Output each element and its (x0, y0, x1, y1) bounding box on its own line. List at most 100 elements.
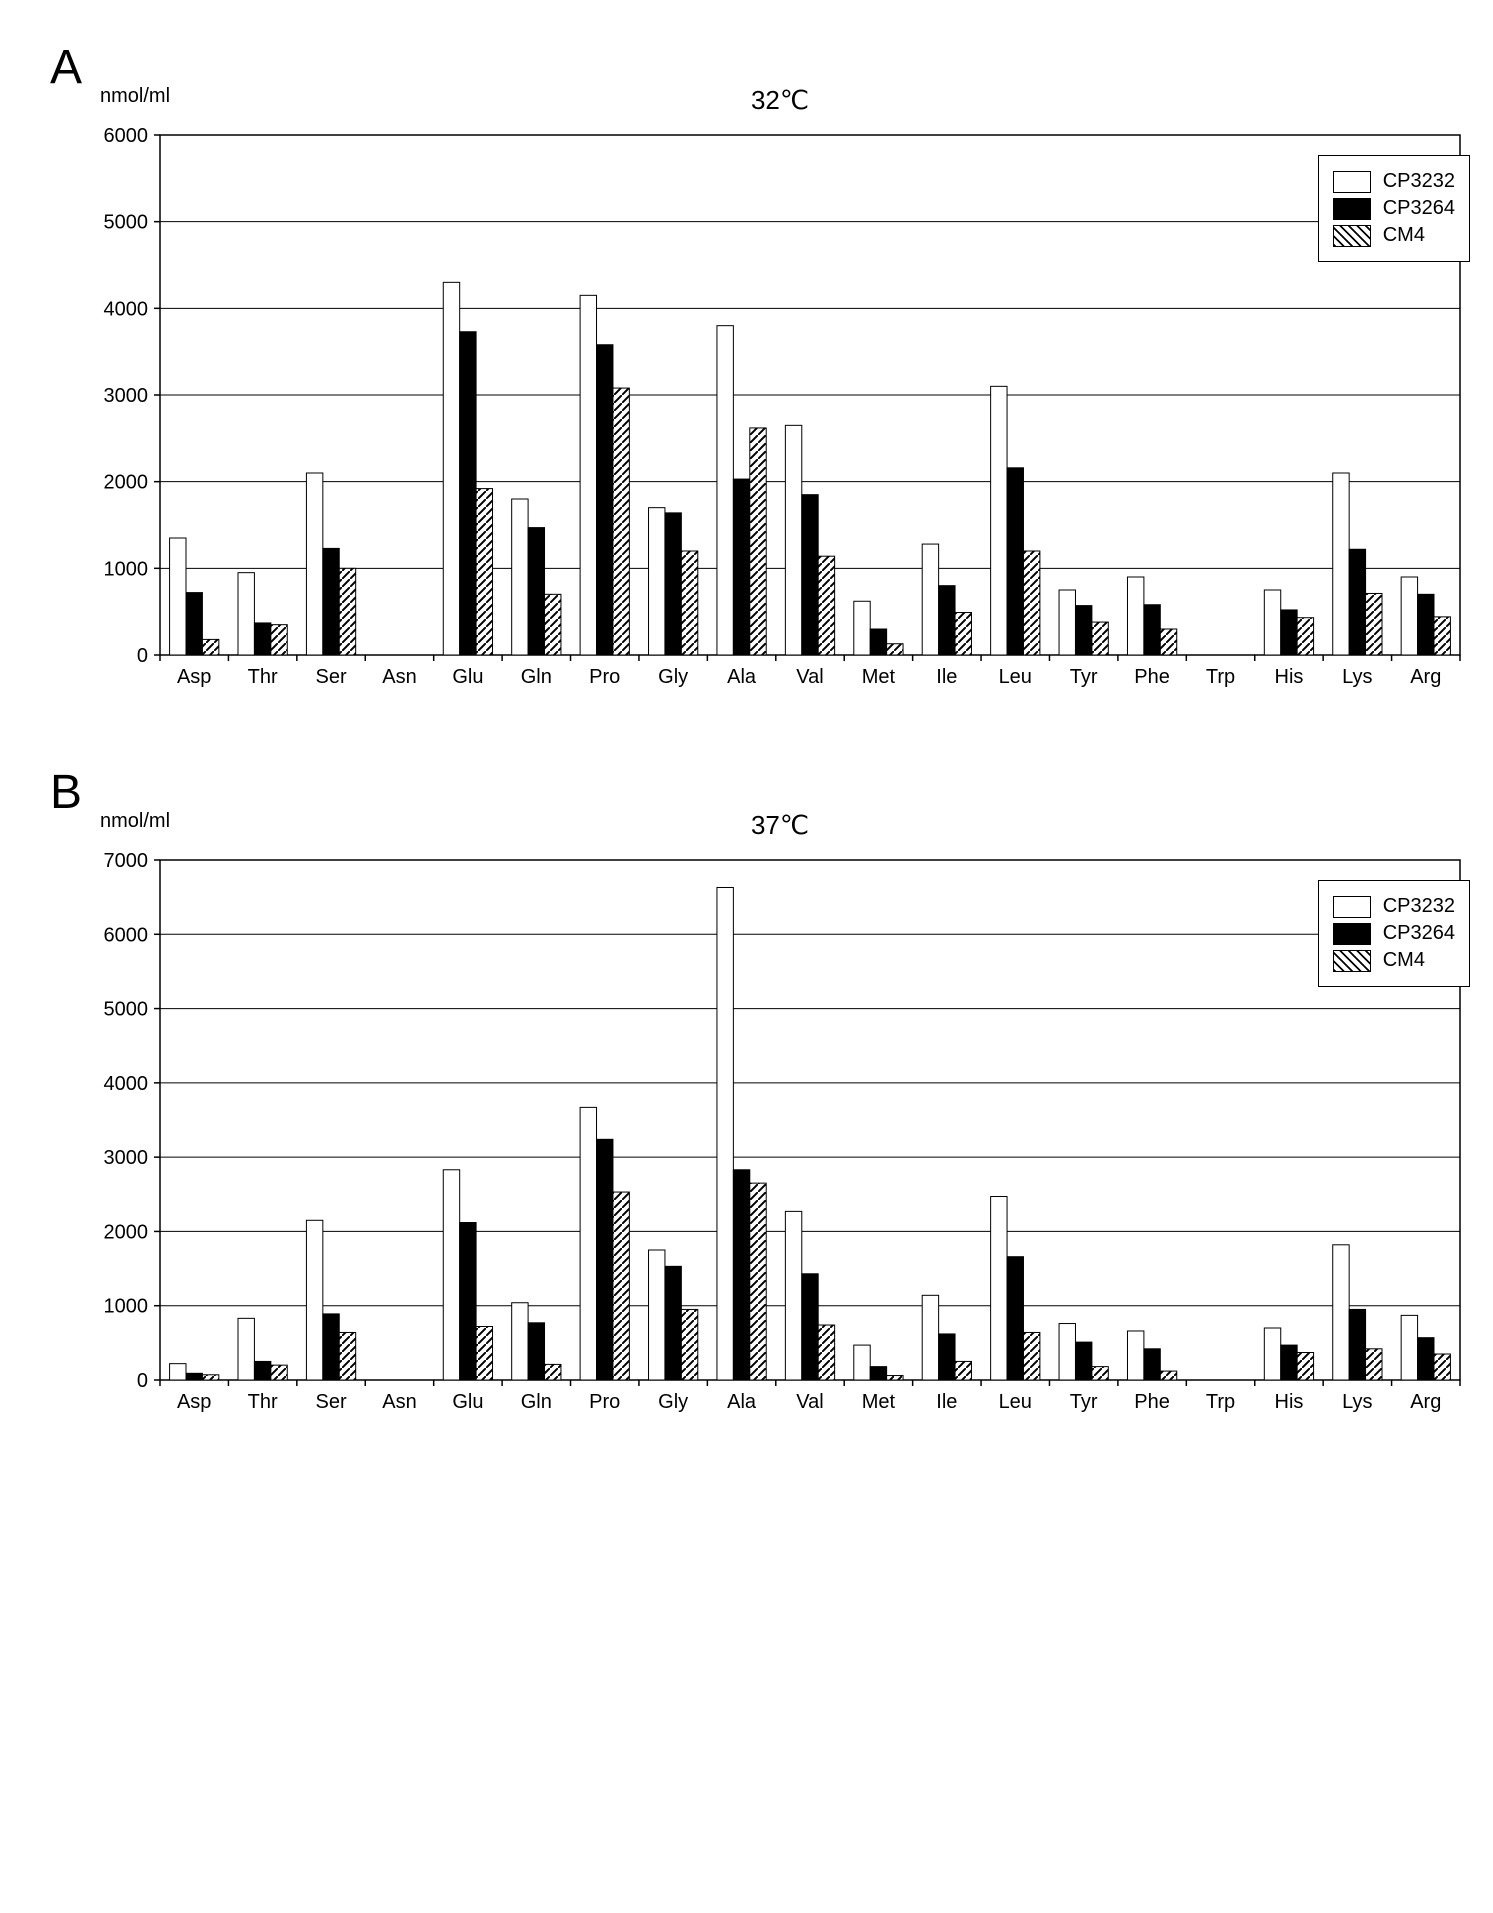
bar (785, 425, 801, 655)
bar (802, 495, 818, 655)
x-tick-label: Pro (589, 666, 620, 688)
bar (1418, 1338, 1434, 1380)
bar (665, 513, 681, 655)
x-tick-label: Pro (589, 1391, 620, 1413)
x-tick-label: His (1275, 666, 1304, 688)
x-tick-label: Tyr (1070, 666, 1098, 688)
bar (460, 1223, 476, 1380)
bar (1144, 605, 1160, 655)
chart-svg: 0100020003000400050006000AspThrSerAsnGlu… (70, 115, 1490, 705)
bar (1434, 617, 1450, 655)
legend-item: CM4 (1333, 949, 1455, 972)
bar (955, 613, 971, 655)
legend-item: CM4 (1333, 224, 1455, 247)
y-tick-label: 1000 (104, 1296, 149, 1318)
bar (512, 499, 528, 655)
bar (476, 489, 492, 655)
legend-swatch (1333, 896, 1371, 918)
bar (186, 593, 202, 655)
bar (854, 1345, 870, 1380)
bar (238, 573, 254, 655)
bar (528, 1323, 544, 1380)
y-tick-label: 5000 (104, 999, 149, 1021)
y-axis-label: nmol/ml (100, 810, 170, 833)
bar (922, 1295, 938, 1380)
chart-title: 32℃ (751, 85, 809, 116)
bar (254, 623, 270, 655)
x-tick-label: Glu (452, 1391, 483, 1413)
bar (733, 479, 749, 655)
x-tick-label: Asp (177, 1391, 211, 1413)
bar (1127, 1331, 1143, 1380)
x-tick-label: Lys (1342, 666, 1372, 688)
bar (681, 551, 697, 655)
bar (818, 1325, 834, 1380)
bar (1127, 577, 1143, 655)
bar (323, 548, 339, 655)
bar (271, 1365, 287, 1380)
y-tick-label: 3000 (104, 1147, 149, 1169)
bar (512, 1303, 528, 1380)
x-tick-label: Trp (1206, 1391, 1235, 1413)
bar (1264, 590, 1280, 655)
legend-label: CM4 (1383, 224, 1425, 247)
bar (1349, 1309, 1365, 1380)
y-axis-label: nmol/ml (100, 85, 170, 108)
x-tick-label: Leu (999, 1391, 1032, 1413)
bar (939, 586, 955, 655)
legend: CP3232CP3264CM4 (1318, 155, 1470, 262)
bar (476, 1327, 492, 1380)
x-tick-label: Lys (1342, 1391, 1372, 1413)
legend: CP3232 CP3264 CM4 (1318, 880, 1470, 987)
bar (202, 1375, 218, 1380)
bar (1092, 1367, 1108, 1380)
legend-item: CP3264 (1333, 922, 1455, 945)
bar (991, 386, 1007, 655)
bar (306, 473, 322, 655)
y-tick-label: 4000 (104, 1073, 149, 1095)
bar (681, 1309, 697, 1380)
bar (597, 345, 613, 655)
chart-svg: 01000200030004000500060007000AspThrSerAs… (70, 840, 1490, 1430)
legend-swatch (1333, 225, 1371, 247)
bar (1401, 1315, 1417, 1380)
bar (202, 639, 218, 655)
bar (1160, 1371, 1176, 1380)
bar (1007, 1257, 1023, 1380)
chart-title: 37℃ (751, 810, 809, 841)
x-tick-label: Val (796, 666, 823, 688)
bar (887, 1376, 903, 1380)
bar (1366, 1349, 1382, 1380)
bar (1418, 594, 1434, 655)
x-tick-label: Gly (658, 666, 688, 688)
x-tick-label: Thr (248, 666, 278, 688)
legend-label: CP3264 (1383, 197, 1455, 220)
bar (170, 1364, 186, 1380)
bar (649, 508, 665, 655)
bar (1160, 629, 1176, 655)
bar (580, 295, 596, 655)
x-tick-label: Leu (999, 666, 1032, 688)
x-tick-label: Ile (936, 666, 957, 688)
x-tick-label: Ser (315, 666, 346, 688)
y-tick-label: 6000 (104, 125, 149, 147)
x-tick-label: Ser (315, 1391, 346, 1413)
legend-item: CP3232 (1333, 895, 1455, 918)
legend-swatch (1333, 950, 1371, 972)
y-tick-label: 1000 (104, 558, 149, 580)
bar (1059, 590, 1075, 655)
x-tick-label: Met (862, 1391, 896, 1413)
bar (1333, 473, 1349, 655)
bar (1297, 618, 1313, 655)
y-tick-label: 2000 (104, 1221, 149, 1243)
x-tick-label: Arg (1410, 1391, 1441, 1413)
bar (1281, 610, 1297, 655)
y-tick-label: 3000 (104, 385, 149, 407)
bar (649, 1250, 665, 1380)
bar (306, 1220, 322, 1380)
y-tick-label: 6000 (104, 924, 149, 946)
bar (922, 544, 938, 655)
bar (870, 629, 886, 655)
x-tick-label: Ala (727, 1391, 757, 1413)
x-tick-label: Glu (452, 666, 483, 688)
